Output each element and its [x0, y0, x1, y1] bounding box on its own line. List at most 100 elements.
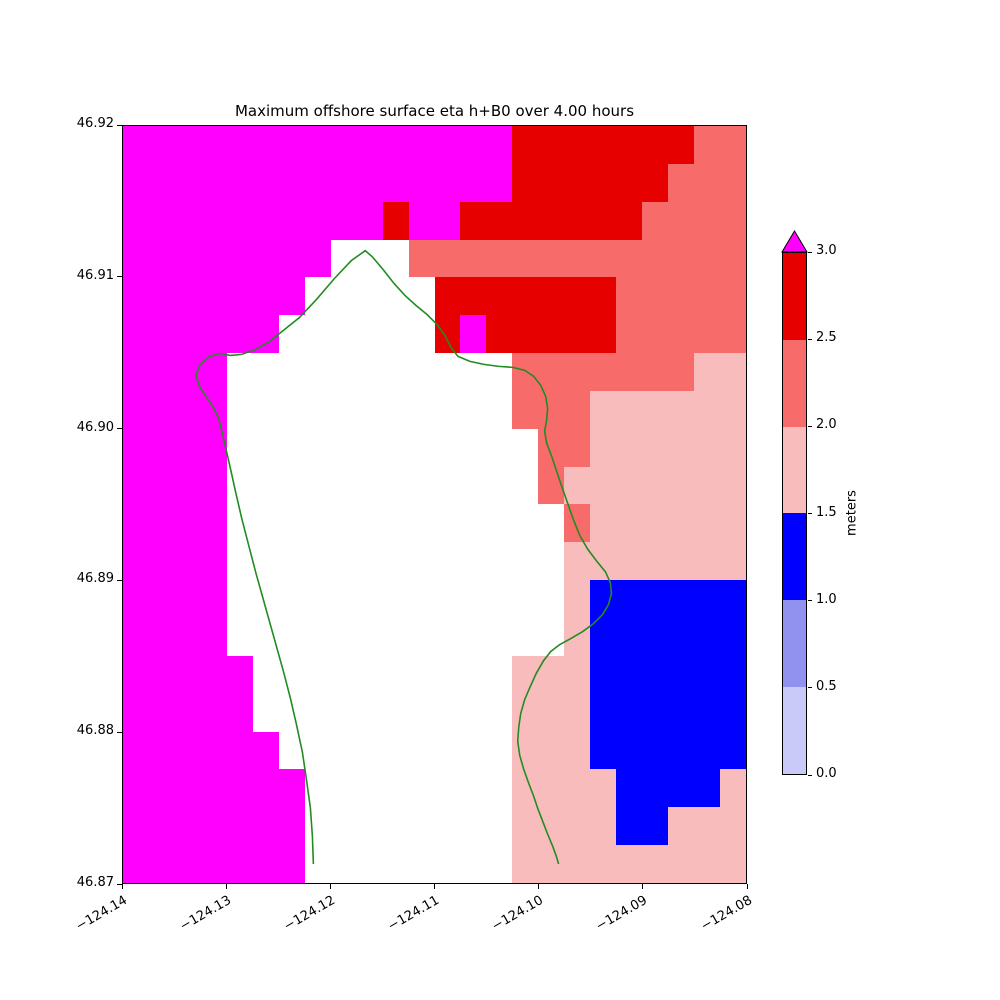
heatmap-cell: [720, 239, 746, 278]
heatmap-cell: [330, 315, 357, 354]
heatmap-cell: [330, 504, 357, 543]
heatmap-cell: [434, 580, 461, 619]
heatmap-cell: [668, 466, 695, 505]
heatmap-cell: [382, 807, 409, 846]
heatmap-cell: [148, 693, 175, 732]
heatmap-cell: [564, 769, 591, 808]
heatmap-cell: [668, 353, 695, 391]
heatmap-cell: [304, 542, 331, 581]
x-tick-mark: [329, 884, 331, 889]
heatmap-cell: [304, 731, 331, 770]
heatmap-cell: [616, 390, 643, 429]
heatmap-cell: [642, 428, 669, 467]
heatmap-cell: [304, 201, 331, 240]
heatmap-cell: [538, 542, 565, 581]
heatmap-cell: [148, 618, 175, 656]
x-tick-mark: [642, 884, 644, 889]
heatmap-cell: [720, 731, 746, 770]
heatmap-cell: [642, 239, 669, 278]
x-tick-label: −124.08: [698, 893, 755, 935]
heatmap-cell: [694, 618, 721, 656]
heatmap-cell: [382, 618, 409, 656]
heatmap-cell: [590, 277, 617, 316]
heatmap-cell: [278, 390, 305, 429]
heatmap-cell: [720, 542, 746, 581]
heatmap-cell: [252, 845, 279, 883]
x-tick-label: −124.11: [385, 893, 442, 935]
heatmap-cell: [200, 504, 227, 543]
heatmap-cell: [590, 163, 617, 202]
coastline-svg: [194, 249, 613, 865]
heatmap-cell: [616, 466, 643, 505]
heatmap-cell: [408, 277, 435, 316]
heatmap-cell: [200, 807, 227, 846]
heatmap-cell: [226, 618, 253, 656]
heatmap-cell: [123, 580, 149, 619]
heatmap-cell: [174, 580, 201, 619]
heatmap-cell: [278, 769, 305, 808]
heatmap-cell: [148, 731, 175, 770]
heatmap-cell: [460, 201, 487, 240]
heatmap-cell: [330, 239, 357, 278]
heatmap-cell: [200, 845, 227, 883]
heatmap-cell: [460, 618, 487, 656]
heatmap-cell: [564, 353, 591, 391]
heatmap-cell: [538, 201, 565, 240]
heatmap-cell: [434, 542, 461, 581]
heatmap-cell: [668, 542, 695, 581]
heatmap-cell: [174, 807, 201, 846]
heatmap-cell: [486, 731, 513, 770]
heatmap-cell: [356, 769, 383, 808]
heatmap-cell: [694, 163, 721, 202]
heatmap-cell: [123, 769, 149, 808]
heatmap-cell: [486, 126, 513, 164]
heatmap-cell: [460, 580, 487, 619]
heatmap-cell: [330, 277, 357, 316]
heatmap-cell: [434, 731, 461, 770]
colorbar-tick-label: 1.0: [816, 591, 837, 607]
heatmap-cell: [564, 315, 591, 354]
heatmap-cell: [356, 807, 383, 846]
heatmap-cell: [123, 126, 149, 164]
heatmap-cell: [486, 845, 513, 883]
heatmap-cell: [148, 390, 175, 429]
heatmap-cell: [538, 239, 565, 278]
heatmap-cell: [564, 580, 591, 619]
heatmap-cell: [356, 126, 383, 164]
x-tick-label: −124.14: [73, 893, 130, 935]
heatmap-cell: [538, 504, 565, 543]
heatmap-cell: [486, 163, 513, 202]
heatmap-cell: [590, 353, 617, 391]
heatmap-cell: [226, 693, 253, 732]
heatmap-cell: [174, 504, 201, 543]
colorbar-tick-mark: [808, 687, 812, 689]
heatmap-cell: [668, 693, 695, 732]
heatmap-cell: [720, 769, 746, 808]
heatmap-cell: [252, 353, 279, 391]
heatmap-cell: [590, 201, 617, 240]
heatmap-cell: [278, 239, 305, 278]
heatmap-cell: [434, 693, 461, 732]
heatmap-cell: [590, 693, 617, 732]
heatmap-cell: [382, 428, 409, 467]
heatmap-cell: [226, 277, 253, 316]
heatmap-cell: [356, 428, 383, 467]
heatmap-cell: [123, 239, 149, 278]
heatmap-cell: [590, 390, 617, 429]
heatmap-cell: [252, 769, 279, 808]
heatmap-cell: [538, 731, 565, 770]
heatmap-cell: [642, 163, 669, 202]
x-tick-mark: [225, 884, 227, 889]
heatmap-cell: [460, 807, 487, 846]
heatmap-cell: [200, 542, 227, 581]
heatmap-cell: [668, 580, 695, 619]
heatmap-cell: [486, 277, 513, 316]
heatmap-cell: [252, 655, 279, 694]
heatmap-cell: [538, 845, 565, 883]
heatmap-cell: [226, 655, 253, 694]
heatmap-cell: [720, 277, 746, 316]
heatmap-cell: [512, 353, 539, 391]
heatmap-cell: [642, 466, 669, 505]
heatmap-cell: [512, 428, 539, 467]
